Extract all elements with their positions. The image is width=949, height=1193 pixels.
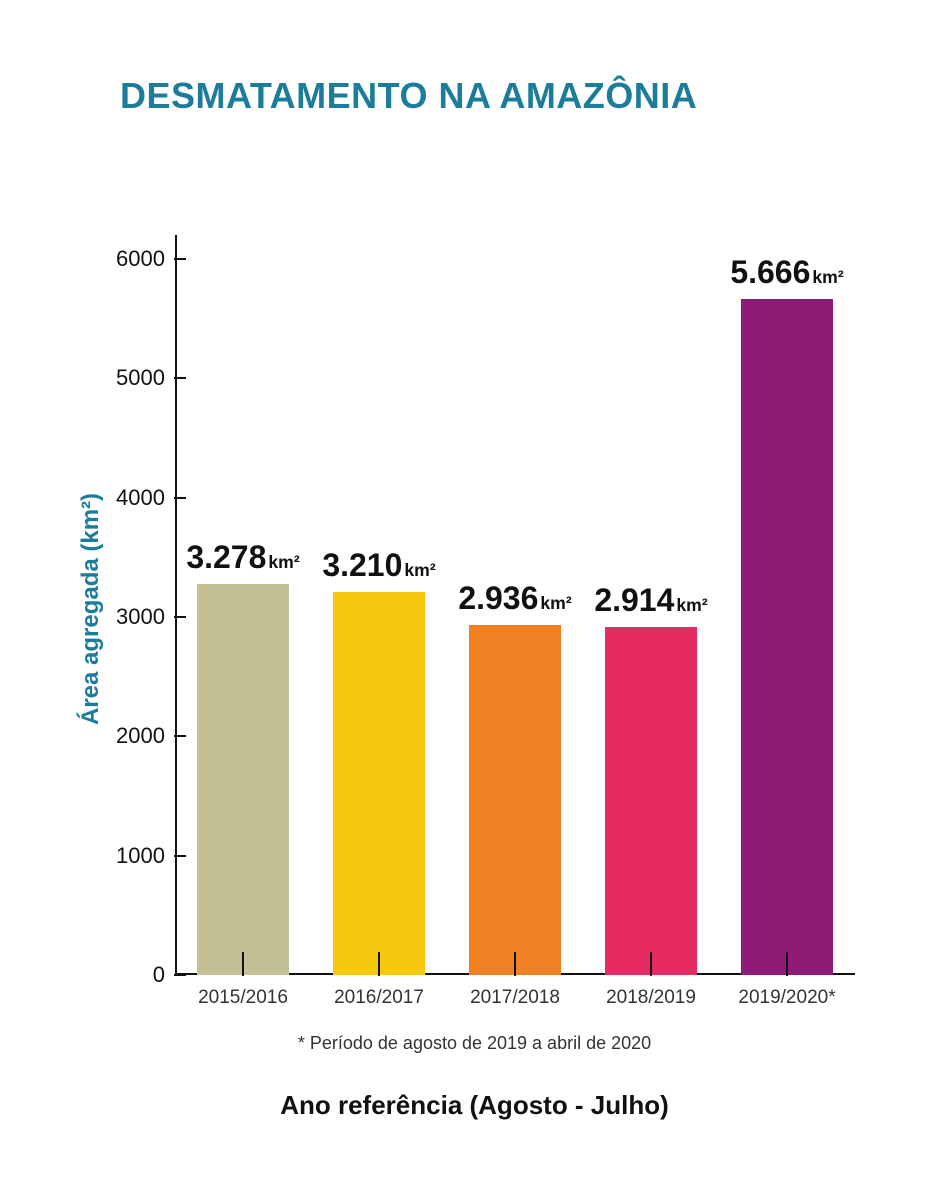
bar-value-label: 5.666km² bbox=[730, 254, 843, 291]
x-tick-mark bbox=[650, 952, 652, 976]
y-tick-label: 6000 bbox=[116, 246, 165, 272]
x-tick-mark bbox=[786, 952, 788, 976]
chart-footnote: * Período de agosto de 2019 a abril de 2… bbox=[298, 1033, 651, 1054]
bar bbox=[741, 299, 833, 975]
bar-value-label: 2.936km² bbox=[458, 580, 571, 617]
x-tick-mark bbox=[242, 952, 244, 976]
bar bbox=[605, 627, 697, 975]
x-tick-label: 2015/2016 bbox=[198, 987, 288, 1009]
y-tick-label: 1000 bbox=[116, 843, 165, 869]
y-tick-mark bbox=[174, 735, 186, 737]
y-tick-mark bbox=[174, 377, 186, 379]
bar-value-label: 3.210km² bbox=[322, 547, 435, 584]
y-tick-label: 3000 bbox=[116, 604, 165, 630]
x-tick-label: 2017/2018 bbox=[470, 987, 560, 1009]
x-tick-label: 2016/2017 bbox=[334, 987, 424, 1009]
y-axis-line bbox=[175, 235, 177, 975]
x-tick-mark bbox=[514, 952, 516, 976]
bar-chart: 0100020003000400050006000 3.278km²3.210k… bbox=[175, 235, 855, 975]
y-tick-label: 2000 bbox=[116, 723, 165, 749]
bar-value-label: 3.278km² bbox=[186, 539, 299, 576]
bar bbox=[197, 584, 289, 975]
bar bbox=[469, 625, 561, 975]
y-tick-mark bbox=[174, 258, 186, 260]
bar-value-label: 2.914km² bbox=[594, 582, 707, 619]
y-tick-label: 4000 bbox=[116, 485, 165, 511]
y-tick-mark bbox=[174, 616, 186, 618]
y-tick-label: 5000 bbox=[116, 365, 165, 391]
bar bbox=[333, 592, 425, 975]
y-tick-label: 0 bbox=[153, 962, 165, 988]
chart-title: DESMATAMENTO NA AMAZÔNIA bbox=[120, 75, 697, 117]
x-tick-mark bbox=[378, 952, 380, 976]
y-tick-mark bbox=[174, 974, 186, 976]
y-tick-mark bbox=[174, 855, 186, 857]
x-tick-label: 2018/2019 bbox=[606, 987, 696, 1009]
y-tick-mark bbox=[174, 497, 186, 499]
x-tick-label: 2019/2020* bbox=[738, 987, 835, 1009]
y-axis-label: Área agregada (km²) bbox=[77, 493, 105, 725]
x-axis-label: Ano referência (Agosto - Julho) bbox=[280, 1090, 669, 1121]
